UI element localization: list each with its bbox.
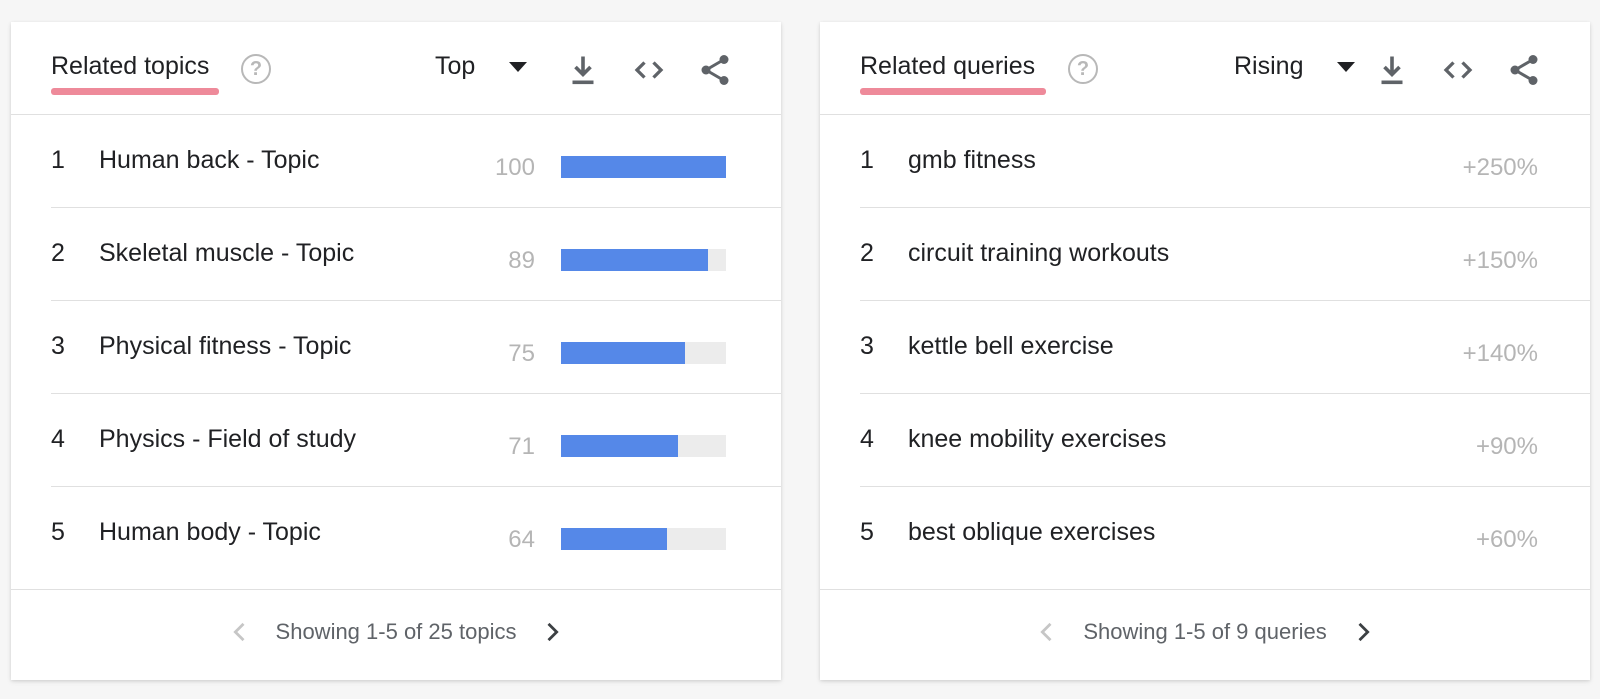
title-underline — [51, 88, 219, 95]
bar-track — [561, 249, 726, 271]
pager-text: Showing 1-5 of 9 queries — [1083, 619, 1327, 644]
list-item[interactable]: 3 Physical fitness - Topic 75 — [51, 301, 781, 394]
query-label[interactable]: best oblique exercises — [908, 518, 1156, 546]
related-queries-card: Related queries ? Rising 1 gmb fitness +… — [820, 22, 1590, 680]
topic-value: 64 — [508, 526, 535, 553]
bar-track — [561, 435, 726, 457]
rank: 1 — [860, 146, 874, 174]
card-footer: Showing 1-5 of 9 queries — [820, 589, 1590, 680]
query-label[interactable]: knee mobility exercises — [908, 425, 1167, 453]
share-icon[interactable] — [1506, 52, 1542, 88]
query-value: +90% — [1475, 433, 1538, 460]
topics-list: 1 Human back - Topic 100 2 Skeletal musc… — [11, 115, 781, 579]
rank: 3 — [860, 332, 874, 360]
rank: 5 — [860, 518, 874, 546]
metric-dropdown[interactable]: Top — [435, 52, 528, 81]
rank: 4 — [860, 425, 874, 453]
query-value: +250% — [1462, 154, 1538, 181]
topic-value: 100 — [494, 154, 535, 181]
bar-track — [561, 528, 726, 550]
dropdown-value: Rising — [1234, 52, 1304, 80]
list-item[interactable]: 5 best oblique exercises +60% — [860, 487, 1590, 579]
bar-fill — [561, 342, 685, 364]
query-label[interactable]: kettle bell exercise — [908, 332, 1114, 360]
query-value: +150% — [1462, 247, 1538, 274]
caret-down-icon — [1337, 61, 1356, 72]
bar-fill — [561, 156, 726, 178]
chevron-left-icon[interactable] — [1033, 618, 1061, 646]
question-circle-icon[interactable]: ? — [241, 54, 271, 84]
rank: 5 — [51, 518, 65, 546]
download-icon[interactable] — [565, 52, 601, 88]
pager-text: Showing 1-5 of 25 topics — [275, 619, 517, 644]
topic-label[interactable]: Human body - Topic — [99, 518, 321, 546]
chevron-left-icon[interactable] — [226, 618, 254, 646]
topic-label[interactable]: Skeletal muscle - Topic — [99, 239, 355, 267]
bar-track — [561, 156, 726, 178]
rank: 4 — [51, 425, 65, 453]
bar-track — [561, 342, 726, 364]
list-item[interactable]: 1 Human back - Topic 100 — [51, 115, 781, 208]
queries-list: 1 gmb fitness +250% 2 circuit training w… — [820, 115, 1590, 579]
chevron-right-icon[interactable] — [1349, 618, 1377, 646]
topic-value: 89 — [508, 247, 535, 274]
list-item[interactable]: 4 knee mobility exercises +90% — [860, 394, 1590, 487]
code-embed-icon[interactable] — [1440, 52, 1476, 88]
list-item[interactable]: 3 kettle bell exercise +140% — [860, 301, 1590, 394]
topic-label[interactable]: Physical fitness - Topic — [99, 332, 352, 360]
topic-value: 71 — [508, 433, 535, 460]
dropdown-value: Top — [435, 52, 476, 80]
topic-value: 75 — [508, 340, 535, 367]
topic-label[interactable]: Physics - Field of study — [99, 425, 357, 453]
share-icon[interactable] — [697, 52, 733, 88]
metric-dropdown[interactable]: Rising — [1234, 52, 1356, 81]
bar-fill — [561, 249, 708, 271]
chevron-right-icon[interactable] — [538, 618, 566, 646]
download-icon[interactable] — [1374, 52, 1410, 88]
bar-fill — [561, 528, 667, 550]
list-item[interactable]: 2 Skeletal muscle - Topic 89 — [51, 208, 781, 301]
card-footer: Showing 1-5 of 25 topics — [11, 589, 781, 680]
topic-label[interactable]: Human back - Topic — [99, 146, 320, 174]
related-topics-card: Related topics ? Top 1 Human back - Topi… — [11, 22, 781, 680]
list-item[interactable]: 2 circuit training workouts +150% — [860, 208, 1590, 301]
rank: 3 — [51, 332, 65, 360]
question-circle-icon[interactable]: ? — [1068, 54, 1098, 84]
rank: 1 — [51, 146, 65, 174]
card-title: Related queries — [860, 52, 1036, 80]
bar-fill — [561, 435, 679, 457]
caret-down-icon — [509, 61, 528, 72]
pager: Showing 1-5 of 25 topics — [11, 618, 781, 646]
pager: Showing 1-5 of 9 queries — [820, 618, 1590, 646]
query-label[interactable]: gmb fitness — [908, 146, 1036, 174]
list-item[interactable]: 1 gmb fitness +250% — [860, 115, 1590, 208]
card-title: Related topics — [51, 52, 210, 80]
rank: 2 — [860, 239, 874, 267]
card-header: Related queries ? Rising — [820, 22, 1590, 115]
card-header: Related topics ? Top — [11, 22, 781, 115]
list-item[interactable]: 4 Physics - Field of study 71 — [51, 394, 781, 487]
query-label[interactable]: circuit training workouts — [908, 239, 1170, 267]
query-value: +140% — [1462, 340, 1538, 367]
list-item[interactable]: 5 Human body - Topic 64 — [51, 487, 781, 579]
title-underline — [860, 88, 1046, 95]
code-embed-icon[interactable] — [631, 52, 667, 88]
rank: 2 — [51, 239, 65, 267]
query-value: +60% — [1475, 526, 1538, 553]
